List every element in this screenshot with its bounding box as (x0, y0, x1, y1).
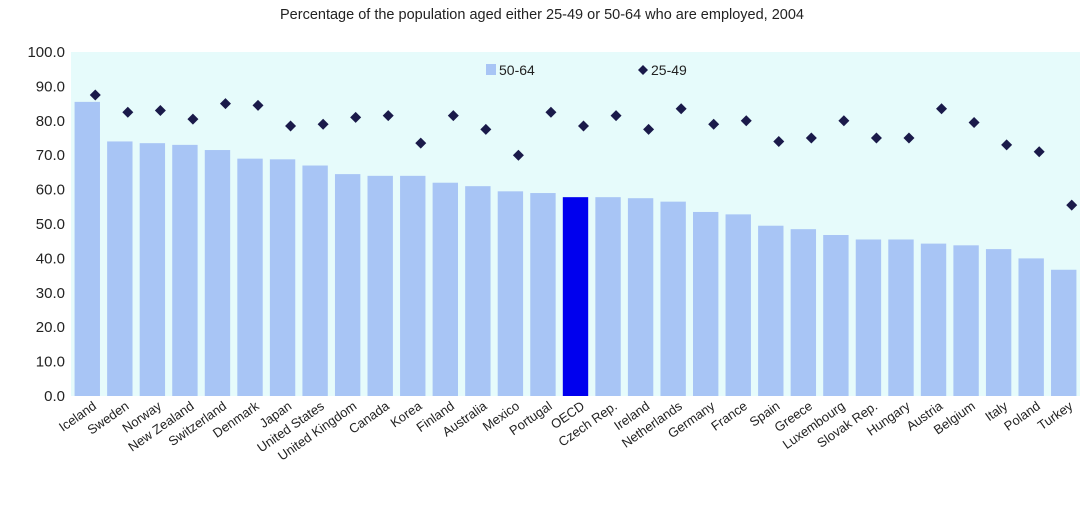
bar-50-64 (627, 198, 654, 396)
marker-25-49 (350, 111, 362, 123)
bar-50-64 (204, 150, 231, 396)
bar-50-64 (660, 201, 686, 396)
marker-25-49 (252, 99, 264, 111)
y-tick-label: 90.0 (36, 78, 65, 95)
marker-25-49 (675, 103, 687, 115)
x-tick-label: Turkey (1035, 398, 1076, 433)
marker-25-49 (1001, 139, 1013, 151)
y-axis: 0.0 10.0 20.0 30.0 40.0 50.0 60.0 70.0 80.0 90.0 1… (27, 44, 65, 405)
marker-25-49 (1033, 146, 1045, 158)
bar-50-64 (1018, 258, 1044, 396)
y-tick-label: 100.0 (27, 44, 65, 61)
bar-50-64 (692, 211, 719, 396)
marker-25-49 (317, 118, 329, 130)
y-tick-label: 70.0 (36, 147, 65, 164)
marker-25-49 (740, 115, 752, 127)
bar-50-64 (367, 175, 393, 396)
x-tick-label: Poland (1001, 398, 1043, 434)
bar-50-64 (1051, 269, 1077, 396)
marker-25-49 (219, 98, 231, 110)
bar-50-64 (985, 249, 1012, 396)
marker-25-49 (545, 106, 557, 118)
bar-50-64 (595, 197, 621, 396)
marker-25-49 (643, 123, 655, 135)
bar-50-64 (465, 186, 491, 396)
bar-50-64 (74, 101, 100, 396)
marker-25-49 (285, 120, 297, 132)
x-tick-label: France (708, 398, 750, 433)
bar-50-64 (139, 143, 166, 396)
bar-50-64 (334, 174, 361, 396)
y-tick-label: 0.0 (44, 388, 65, 405)
bar-50-64 (172, 144, 198, 396)
y-tick-label: 40.0 (36, 250, 65, 267)
marker-25-49 (708, 118, 720, 130)
marker-25-49 (578, 120, 589, 132)
legend-swatch-50-64 (486, 64, 496, 75)
marker-25-49 (805, 132, 817, 144)
y-tick-label: 20.0 (36, 319, 65, 336)
bar-50-64 (269, 159, 296, 396)
bar-50-64 (237, 158, 263, 396)
bar-50-64 (953, 245, 979, 396)
bar-50-64 (823, 235, 849, 396)
chart-title: Percentage of the population aged either… (280, 7, 804, 23)
marker-25-49 (122, 106, 134, 118)
marker-25-49 (154, 104, 166, 116)
y-tick-label: 60.0 (36, 182, 65, 199)
marker-25-49 (187, 113, 199, 125)
legend-label-25-49: 25-49 (651, 62, 687, 78)
marker-25-49 (89, 89, 101, 101)
marker-25-49 (610, 110, 622, 122)
y-tick-label: 80.0 (36, 113, 65, 130)
marker-25-49 (480, 123, 492, 135)
bar-50-64 (790, 229, 817, 396)
marker-25-49 (936, 103, 948, 115)
y-tick-label: 30.0 (36, 285, 65, 302)
legend: 50-64 25-49 (486, 62, 687, 78)
marker-25-49 (968, 117, 980, 129)
bar-50-64 (562, 197, 589, 396)
marker-25-49 (773, 135, 785, 147)
marker-25-49 (838, 115, 850, 127)
marker-25-49 (1066, 199, 1078, 211)
marker-25-49 (512, 149, 524, 161)
marker-25-49 (415, 137, 427, 149)
bars-group (74, 101, 1077, 396)
bar-50-64 (107, 141, 133, 396)
y-tick-label: 50.0 (36, 216, 65, 233)
bar-50-64 (400, 175, 426, 396)
bar-50-64 (432, 182, 459, 396)
legend-swatch-25-49 (638, 65, 648, 75)
bar-50-64 (920, 243, 947, 396)
bar-50-64 (497, 191, 524, 396)
bar-50-64 (888, 239, 914, 396)
bar-50-64 (302, 165, 328, 396)
y-tick-label: 10.0 (36, 354, 65, 371)
bar-50-64 (855, 239, 882, 396)
markers-group (89, 89, 1078, 211)
marker-25-49 (903, 132, 915, 144)
bar-50-64 (758, 225, 784, 396)
marker-25-49 (870, 132, 882, 144)
bar-50-64 (725, 214, 751, 396)
marker-25-49 (382, 110, 394, 122)
legend-label-50-64: 50-64 (499, 62, 535, 78)
bar-50-64 (530, 193, 556, 396)
marker-25-49 (447, 110, 459, 122)
